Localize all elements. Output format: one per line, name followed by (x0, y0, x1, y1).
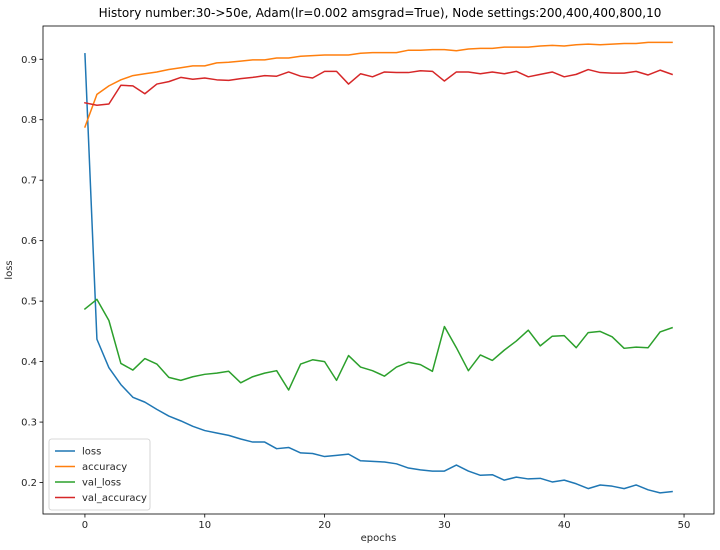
y-tick-label: 0.4 (21, 357, 37, 368)
legend-label-accuracy: accuracy (82, 462, 127, 473)
legend-label-val-accuracy: val_accuracy (82, 493, 147, 504)
chart-title: History number:30->50e, Adam(lr=0.002 am… (99, 6, 662, 20)
y-tick-label: 0.6 (21, 236, 37, 247)
y-tick-label: 0.5 (21, 297, 37, 308)
y-tick-label: 0.3 (21, 418, 37, 429)
x-tick-label: 0 (82, 520, 88, 531)
legend-label-loss: loss (82, 447, 101, 458)
series-lines (83, 41, 674, 494)
series-line-accuracy (83, 41, 673, 128)
x-tick-label: 30 (438, 520, 451, 531)
y-axis-label: loss (4, 260, 15, 279)
axes-ticks: 0 10 20 30 40 50 0.2 0.3 0.4 0.5 0.6 0.7 0.8 0.9 (21, 55, 690, 531)
y-tick-label: 0.8 (21, 115, 37, 126)
series-line-loss (84, 53, 673, 494)
y-tick-label: 0.9 (21, 55, 37, 66)
series-line-val-accuracy (84, 68, 674, 106)
legend-box (48, 438, 151, 511)
plot-frame (42, 25, 715, 515)
y-tick-label: 0.2 (21, 478, 37, 489)
legend-label-val-loss: val_loss (82, 478, 121, 489)
x-tick-label: 40 (558, 520, 571, 531)
x-tick-label: 10 (198, 520, 211, 531)
y-tick-label: 0.7 (21, 176, 37, 187)
x-tick-label: 20 (318, 520, 331, 531)
x-tick-label: 50 (678, 520, 691, 531)
series-line-val-loss (83, 298, 674, 391)
x-axis-label: epochs (361, 533, 397, 544)
legend: loss accuracy val_loss val_accuracy (48, 438, 151, 511)
